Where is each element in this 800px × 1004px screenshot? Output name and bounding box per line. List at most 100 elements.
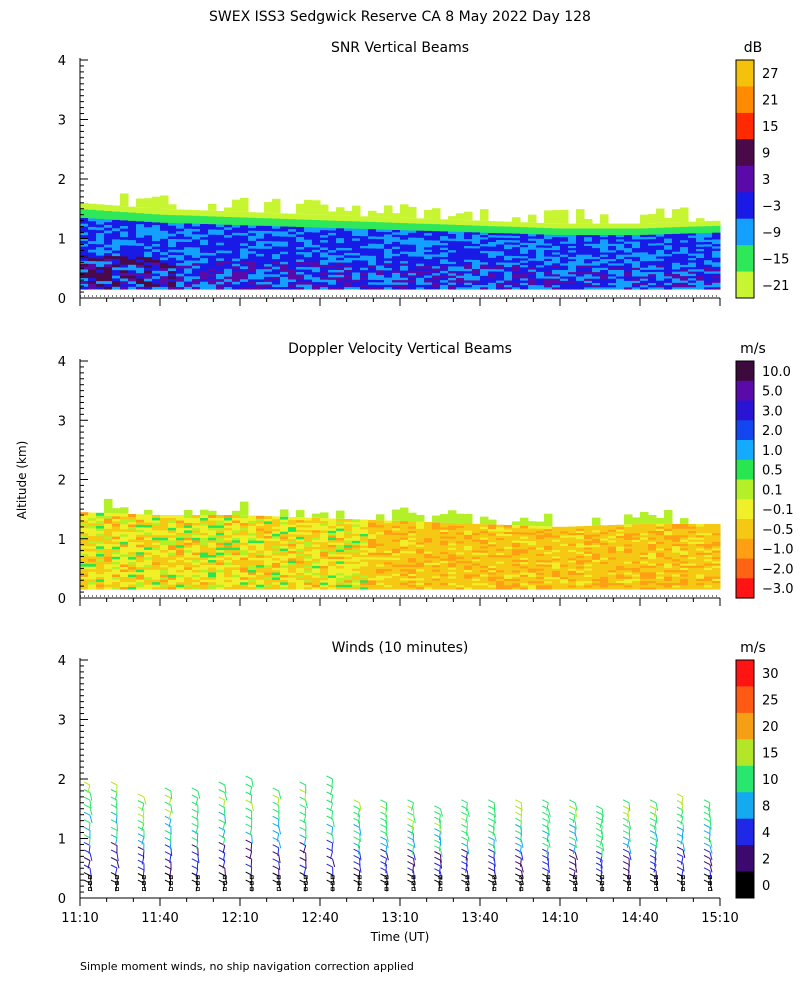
heatmap-cell xyxy=(416,544,425,547)
heatmap-cell xyxy=(464,524,473,527)
heatmap-cell xyxy=(664,234,673,237)
heatmap-cell xyxy=(264,231,273,234)
heatmap-cell xyxy=(216,211,225,214)
colorbar-swatch xyxy=(736,113,754,140)
heatmap-cell xyxy=(688,280,697,283)
heatmap-cell xyxy=(432,560,441,563)
heatmap-cell xyxy=(232,212,241,215)
heatmap-cell xyxy=(256,516,265,519)
heatmap-cell xyxy=(80,281,89,284)
heatmap-cell xyxy=(256,526,265,529)
colorbar-label: −3 xyxy=(762,199,781,214)
heatmap-cell xyxy=(480,524,489,527)
heatmap-cell xyxy=(688,524,697,527)
heatmap-cell xyxy=(184,510,193,515)
heatmap-cell xyxy=(504,244,513,247)
heatmap-cell xyxy=(632,224,641,227)
heatmap-cell xyxy=(424,238,433,241)
heatmap-cell xyxy=(680,227,689,230)
heatmap-cell xyxy=(320,205,329,215)
heatmap-cell xyxy=(80,263,89,266)
heatmap-cell xyxy=(448,227,457,230)
heatmap-cell xyxy=(208,204,217,211)
heatmap-cell xyxy=(504,260,513,263)
heatmap-cell xyxy=(184,265,193,268)
heatmap-cell xyxy=(424,226,433,229)
heatmap-cell xyxy=(424,538,433,541)
heatmap-cell xyxy=(272,228,281,231)
colorbar-swatch xyxy=(736,219,754,246)
heatmap-cell xyxy=(88,278,97,281)
heatmap-cell xyxy=(592,526,601,529)
heatmap-cell xyxy=(224,515,233,518)
heatmap-cell xyxy=(520,254,529,257)
heatmap-cell xyxy=(520,518,529,526)
heatmap-cell xyxy=(184,515,193,518)
heatmap-cell xyxy=(288,267,297,270)
heatmap-cell xyxy=(272,584,281,587)
heatmap-cell xyxy=(688,222,697,225)
y-tick-label: 3 xyxy=(58,114,66,129)
colorbar-swatch xyxy=(736,192,754,219)
heatmap-cell xyxy=(424,522,433,525)
heatmap-cell xyxy=(568,224,577,227)
heatmap-cell xyxy=(104,236,113,239)
heatmap-cell xyxy=(80,240,89,243)
heatmap-cell xyxy=(96,515,105,518)
heatmap-cell xyxy=(184,215,193,218)
heatmap-cell xyxy=(424,263,433,266)
heatmap-cell xyxy=(680,265,689,268)
heatmap-cell xyxy=(264,218,273,221)
heatmap-cell xyxy=(96,551,105,554)
heatmap-cell xyxy=(688,226,697,229)
heatmap-cell xyxy=(432,282,441,285)
heatmap-cell xyxy=(384,217,393,220)
heatmap-cell xyxy=(672,524,681,527)
heatmap-cell xyxy=(336,535,345,538)
heatmap-cell xyxy=(416,515,425,522)
heatmap-cell xyxy=(184,252,193,255)
heatmap-cell xyxy=(440,280,449,283)
heatmap-cell xyxy=(680,524,689,527)
heatmap-cell xyxy=(504,251,513,254)
heatmap-cell xyxy=(576,224,585,227)
heatmap-cell xyxy=(552,224,561,227)
heatmap-cell xyxy=(280,517,289,520)
heatmap-cell xyxy=(264,536,273,539)
heatmap-cell xyxy=(424,556,433,559)
heatmap-cell xyxy=(680,276,689,279)
heatmap-cell xyxy=(184,228,193,231)
heatmap-cell xyxy=(432,569,441,572)
heatmap-cell xyxy=(88,215,97,218)
heatmap-cell xyxy=(272,282,281,285)
heatmap-cell xyxy=(344,255,353,258)
heatmap-cell xyxy=(288,558,297,561)
heatmap-cell xyxy=(360,219,369,222)
heatmap-cell xyxy=(128,253,137,256)
heatmap-cell xyxy=(656,518,665,524)
heatmap-cell xyxy=(336,587,345,590)
heatmap-cell xyxy=(392,218,401,221)
heatmap-cell xyxy=(416,535,425,538)
heatmap-cell xyxy=(312,215,321,218)
heatmap-cell xyxy=(536,223,545,226)
heatmap-cell xyxy=(128,231,137,234)
heatmap-cell xyxy=(432,224,441,227)
heatmap-cell xyxy=(400,204,409,218)
heatmap-cell xyxy=(104,579,113,582)
colorbar-swatch xyxy=(736,272,754,299)
heatmap-cell xyxy=(688,240,697,243)
heatmap-cell xyxy=(648,524,657,527)
heatmap-cell xyxy=(344,240,353,243)
heatmap-cell xyxy=(88,264,97,267)
heatmap-cell xyxy=(336,556,345,559)
heatmap-cell xyxy=(80,272,89,275)
heatmap-cell xyxy=(264,587,273,590)
heatmap-cell xyxy=(152,209,161,212)
heatmap-cell xyxy=(560,527,569,530)
heatmap-cell xyxy=(96,556,105,559)
heatmap-cell xyxy=(688,251,697,254)
heatmap-cell xyxy=(368,270,377,273)
heatmap-cell xyxy=(448,523,457,526)
